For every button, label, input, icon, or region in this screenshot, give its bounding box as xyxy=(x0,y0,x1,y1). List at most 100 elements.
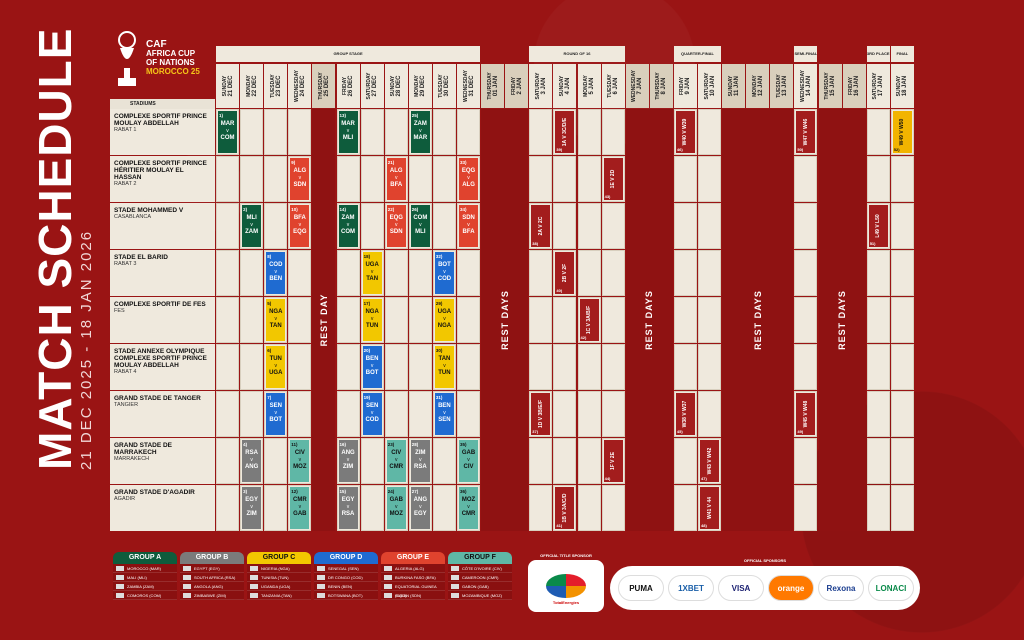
stadium-name: COMPLEXE SPORTIF DE FES xyxy=(114,301,206,308)
group-match[interactable]: 11) CIV v MOZ xyxy=(290,440,310,482)
stage-sf: SEMI-FINAL xyxy=(794,46,818,62)
group-match[interactable]: 2) MLI v ZAM xyxy=(242,205,262,247)
knockout-match[interactable]: 37) 1D V 3B/E/F xyxy=(531,393,551,435)
group-match[interactable]: 14) ZAM v COM xyxy=(338,205,358,247)
schedule-cell xyxy=(432,485,456,531)
schedule-cell xyxy=(216,297,240,343)
group-match[interactable]: 33) EQG v ALG xyxy=(459,158,479,200)
group-match[interactable]: 17) NGA v TUN xyxy=(362,299,382,341)
group-match[interactable]: 5) NGA v TAN xyxy=(266,299,286,341)
group-match[interactable]: 10) BFA v EQG xyxy=(290,205,310,247)
knockout-match[interactable]: 47) W43 V W42 xyxy=(700,440,720,482)
knockout-match[interactable]: 38) 2A V 2C xyxy=(531,205,551,247)
group-match[interactable]: 18) UGA v TAN xyxy=(362,252,382,294)
group-match[interactable]: 29) UGA v NGA xyxy=(434,299,454,341)
match-number: 21) xyxy=(387,160,395,165)
group-match[interactable]: 34) SDN v BFA xyxy=(459,205,479,247)
title-sponsor: OFFICIAL TITLE SPONSOR TotalEnergies xyxy=(528,553,604,612)
team-a: NGA xyxy=(365,309,379,315)
stadium-row: STADE MOHAMMED V CASABLANCA xyxy=(110,203,215,249)
schedule-cell xyxy=(890,297,914,343)
group-match[interactable]: 4) RSA v ANG xyxy=(242,440,262,482)
sponsor-logo[interactable]: Rexona xyxy=(818,575,864,601)
stadium-name: STADE ANNEXE OLYMPIQUE COMPLEXE SPORTIF … xyxy=(114,348,207,369)
team-a: SDN xyxy=(462,215,475,221)
schedule-cell xyxy=(408,391,432,437)
day-header: MONDAY 12 JAN xyxy=(746,64,770,108)
knockout-match[interactable]: 39) 1A V 3C/D/E xyxy=(555,111,575,153)
group-match[interactable]: 20) BEN v BOT xyxy=(362,346,382,388)
schedule-cell xyxy=(457,391,481,437)
rest-days-block: REST DAYS xyxy=(722,109,794,531)
group-match[interactable]: 24) GAB v MOZ xyxy=(386,487,406,529)
group-match[interactable]: 16) ANG v ZIM xyxy=(338,440,358,482)
group-match[interactable]: 21) ALG v BFA xyxy=(386,158,406,200)
team-a: ALG xyxy=(389,168,403,174)
group-match[interactable]: 31) BEN v SEN xyxy=(434,393,454,435)
schedule-cell xyxy=(432,156,456,202)
group-match[interactable]: 36) MOZ v CMR xyxy=(459,487,479,529)
group-match[interactable]: 23) CIV v CMR xyxy=(386,440,406,482)
match-number: 30) xyxy=(435,348,443,353)
group-match[interactable]: 1) MAR v COM xyxy=(218,111,238,153)
group-match[interactable]: 22) EQG v SDN xyxy=(386,205,406,247)
knockout-match[interactable]: 45) W38 V W37 xyxy=(675,393,695,435)
sponsor-logo[interactable]: PUMA xyxy=(618,575,664,601)
group-match[interactable]: 32) BOT v COD xyxy=(434,252,454,294)
group-match[interactable]: 7) SEN v BOT xyxy=(266,393,286,435)
schedule-cell xyxy=(577,156,601,202)
group-match[interactable]: 28) ZIM v RSA xyxy=(410,440,430,482)
knockout-match[interactable]: 43) 1E V 2D xyxy=(603,158,623,200)
match-number: 14) xyxy=(339,207,347,212)
sponsor-logo[interactable]: orange xyxy=(768,575,814,601)
group-match[interactable]: 35) GAB v CIV xyxy=(459,440,479,482)
group-team: BENIN (BEN) xyxy=(314,582,378,591)
team-b: CIV xyxy=(463,464,474,470)
team-b: RSA xyxy=(341,511,355,517)
group-match[interactable]: 27) ANG v EGY xyxy=(410,487,430,529)
match-number: 6) xyxy=(267,348,272,353)
knockout-match[interactable]: 44) 1F V 2E xyxy=(603,440,623,482)
team-b: MOZ xyxy=(293,464,307,470)
knockout-match[interactable]: 41) 1B V 3A/C/D xyxy=(555,487,575,529)
flag-icon xyxy=(250,566,258,571)
group-match[interactable]: 15) EGY v RSA xyxy=(338,487,358,529)
group-match[interactable]: 9) ALG v SDN xyxy=(290,158,310,200)
group-match[interactable]: 8) COD v BEN xyxy=(266,252,286,294)
knockout-match[interactable]: 51) L49 V L50 xyxy=(868,205,888,247)
sponsor-logo[interactable]: VISA xyxy=(718,575,764,601)
flag-icon xyxy=(384,566,392,571)
stadium-city: RABAT 2 xyxy=(114,181,137,187)
match-number: 15) xyxy=(339,489,347,494)
group-match[interactable]: 13) MAR v MLI xyxy=(338,111,358,153)
group-match[interactable]: 12) CMR v GAB xyxy=(290,487,310,529)
knockout-match[interactable]: 48) W41 V 44 xyxy=(700,487,720,529)
knockout-match[interactable]: 42) 1C V 3A/B/F xyxy=(579,299,599,341)
fixture: W40 V W39 xyxy=(682,118,689,146)
sponsor-logo[interactable]: 1XBET xyxy=(668,575,714,601)
flag-icon xyxy=(451,575,459,580)
group-match[interactable]: 19) SEN v COD xyxy=(362,393,382,435)
knockout-match[interactable]: 50) W47 V W46 xyxy=(796,111,816,153)
group-match[interactable]: 26) COM v MLI xyxy=(410,205,430,247)
sponsor-logo[interactable]: LONACI xyxy=(868,575,914,601)
group-card: GROUP A MOROCCO (MAR) MALI (MLI) ZAMBIA (ZA… xyxy=(113,552,177,600)
knockout-match[interactable]: 49) W45 V W48 xyxy=(796,393,816,435)
schedule-cell xyxy=(408,156,432,202)
schedule-cell xyxy=(288,344,312,390)
group-match[interactable]: 30) TAN v TUN xyxy=(434,346,454,388)
group-team: ZIMBABWE (ZIM) xyxy=(180,591,244,600)
group-match[interactable]: 3) EGY v ZIM xyxy=(242,487,262,529)
group-match[interactable]: 25) ZAM v MAR xyxy=(410,111,430,153)
knockout-match[interactable]: 52) W49 V W50 xyxy=(892,111,912,153)
schedule-cell xyxy=(529,438,553,484)
fixture: 1C V 3A/B/F xyxy=(586,305,593,335)
knockout-match[interactable]: 46) W40 V W39 xyxy=(675,111,695,153)
match-number: 13) xyxy=(339,113,347,118)
day-header: SUNDAY 21 DEC xyxy=(216,64,240,108)
match-number: 11) xyxy=(291,442,298,447)
afcon-logo: CAF AFRICA CUP OF NATIONS MOROCCO 25 xyxy=(112,30,212,92)
knockout-match[interactable]: 40) 2B V 2F xyxy=(555,252,575,294)
group-match[interactable]: 6) TUN v UGA xyxy=(266,346,286,388)
team-a: ALG xyxy=(293,168,307,174)
